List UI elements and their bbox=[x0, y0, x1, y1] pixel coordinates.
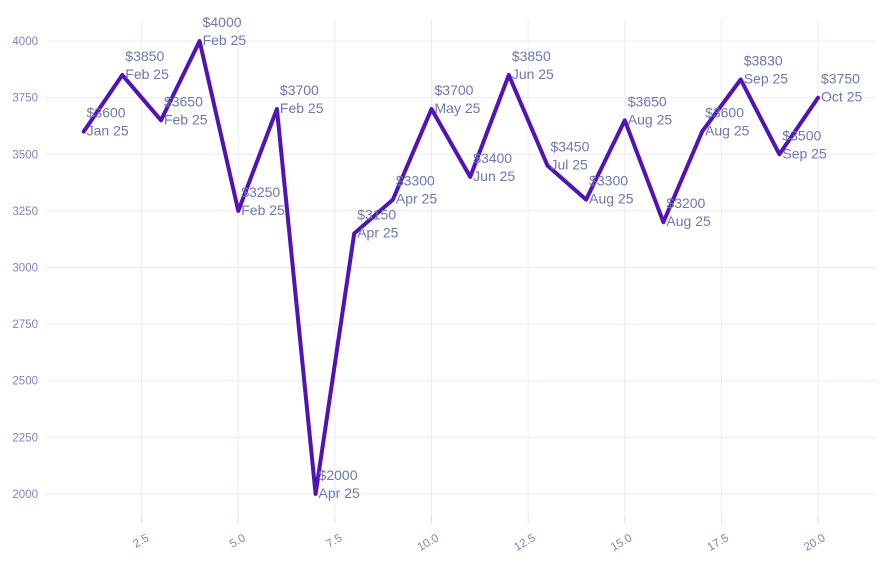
y-tick-label: 2000 bbox=[12, 489, 38, 501]
y-tick-label: 3000 bbox=[12, 262, 38, 274]
point-price-label: $4000 bbox=[203, 14, 242, 30]
point-month-label: Apr 25 bbox=[357, 225, 398, 241]
point-price-label: $3300 bbox=[589, 173, 628, 189]
point-price-label: $3250 bbox=[241, 184, 280, 200]
y-tick-label: 2500 bbox=[12, 376, 38, 388]
point-month-label: Sep 25 bbox=[744, 71, 789, 87]
point-month-label: Feb 25 bbox=[241, 202, 285, 218]
point-month-label: Oct 25 bbox=[821, 89, 862, 105]
point-price-label: $3650 bbox=[164, 93, 203, 109]
price-series-line bbox=[81, 39, 820, 496]
point-price-label: $3150 bbox=[357, 207, 396, 223]
point-month-label: Apr 25 bbox=[396, 191, 437, 207]
point-price-label: $3400 bbox=[473, 150, 512, 166]
point-price-label: $3750 bbox=[821, 71, 860, 87]
point-price-label: $3700 bbox=[280, 82, 319, 98]
point-price-label: $3600 bbox=[705, 105, 744, 121]
point-month-label: Aug 25 bbox=[628, 111, 673, 127]
point-month-label: Feb 25 bbox=[280, 100, 324, 116]
point-month-label: Sep 25 bbox=[782, 145, 827, 161]
point-month-label: Feb 25 bbox=[164, 111, 208, 127]
point-month-label: Aug 25 bbox=[705, 123, 750, 139]
y-tick-label: 3250 bbox=[12, 206, 38, 218]
point-month-label: May 25 bbox=[435, 100, 481, 116]
point-month-label: Feb 25 bbox=[203, 32, 247, 48]
point-price-label: $3600 bbox=[87, 105, 126, 121]
point-month-label: Jun 25 bbox=[512, 66, 554, 82]
point-month-label: Jan 25 bbox=[87, 123, 129, 139]
y-tick-label: 3500 bbox=[12, 149, 38, 161]
point-price-label: $3650 bbox=[628, 93, 667, 109]
point-price-label: $2000 bbox=[319, 467, 358, 483]
y-tick-label: 2750 bbox=[12, 319, 38, 331]
point-price-label: $3200 bbox=[666, 195, 705, 211]
point-price-label: $3300 bbox=[396, 173, 435, 189]
point-price-label: $3500 bbox=[782, 127, 821, 143]
point-price-label: $3850 bbox=[125, 48, 164, 64]
y-tick-label: 2250 bbox=[12, 432, 38, 444]
point-month-label: Apr 25 bbox=[319, 485, 360, 501]
y-tick-label: 4000 bbox=[12, 36, 38, 48]
point-month-label: Aug 25 bbox=[666, 213, 711, 229]
point-month-label: Aug 25 bbox=[589, 191, 634, 207]
point-price-label: $3450 bbox=[550, 139, 589, 155]
point-price-label: $3850 bbox=[512, 48, 551, 64]
point-price-label: $3830 bbox=[744, 53, 783, 69]
point-price-label: $3700 bbox=[435, 82, 474, 98]
point-month-label: Jun 25 bbox=[473, 168, 515, 184]
point-month-label: Feb 25 bbox=[125, 66, 169, 82]
y-tick-label: 3750 bbox=[12, 93, 38, 105]
point-month-label: Jul 25 bbox=[550, 157, 588, 173]
